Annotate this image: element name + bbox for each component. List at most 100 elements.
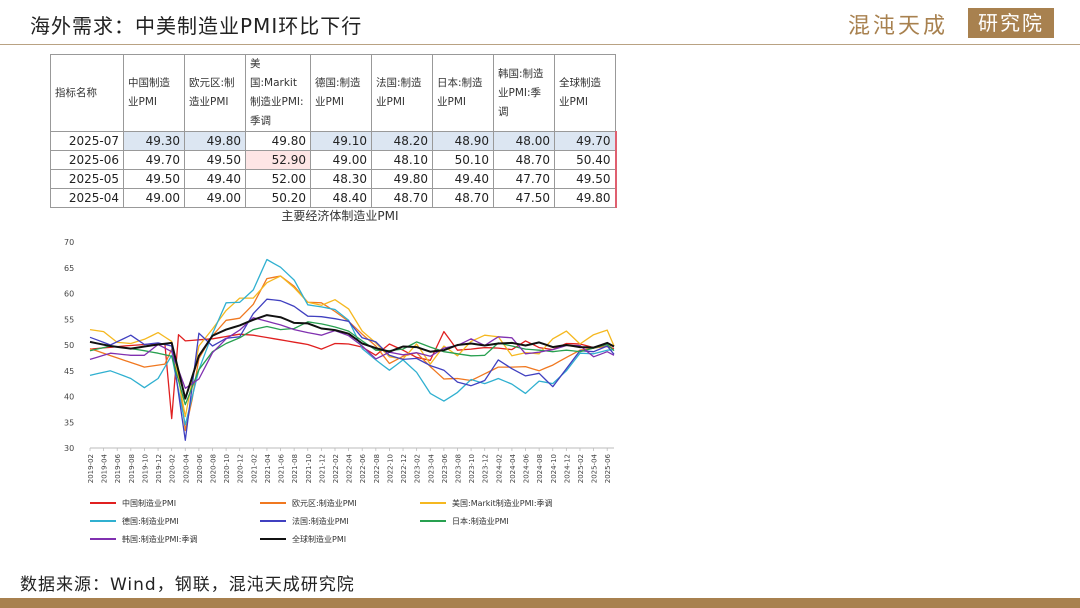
table-cell: 48.10: [371, 150, 433, 170]
legend-label: 德国:制造业PMI: [122, 516, 179, 526]
y-tick-label: 55: [64, 315, 74, 324]
x-tick-label: 2020-04: [182, 453, 190, 483]
footer-bar: [0, 598, 1080, 608]
table-header-row: 指标名称 中国制造业PMI 欧元区:制造业PMI 美国:Markit制造业PMI…: [50, 54, 616, 132]
legend-label: 中国制造业PMI: [122, 498, 176, 508]
table-header-cell: 美国:Markit制造业PMI:季调: [245, 54, 311, 132]
table-cell: 49.80: [371, 169, 433, 189]
x-tick-label: 2024-10: [550, 454, 558, 483]
table-header-cell: 日本:制造业PMI: [432, 54, 494, 132]
y-tick-label: 45: [64, 367, 74, 376]
table-cell: 47.50: [493, 188, 555, 208]
y-tick-label: 40: [64, 393, 74, 402]
table-cell: 49.50: [554, 169, 617, 189]
table-cell: 49.30: [123, 131, 185, 151]
x-tick-label: 2022-06: [359, 453, 367, 483]
table-cell: 48.90: [432, 131, 494, 151]
x-tick-label: 2019-02: [87, 454, 95, 483]
table-cell: 49.10: [310, 131, 372, 151]
x-tick-label: 2020-08: [209, 454, 217, 483]
table-row: 2025-06 49.70 49.50 52.90 49.00 48.10 50…: [50, 150, 617, 170]
x-tick-label: 2022-10: [386, 454, 394, 483]
y-tick-label: 30: [64, 444, 74, 453]
y-tick-label: 60: [64, 290, 74, 299]
table-header-cell: 德国:制造业PMI: [310, 54, 372, 132]
x-tick-label: 2021-02: [250, 454, 258, 483]
y-tick-label: 65: [64, 264, 74, 273]
table-cell: 49.80: [184, 131, 246, 151]
x-tick-label: 2020-10: [223, 454, 231, 483]
table-cell: 48.30: [310, 169, 372, 189]
table-header-cell: 中国制造业PMI: [123, 54, 185, 132]
table-cell: 50.20: [245, 188, 311, 208]
table-cell: 48.70: [371, 188, 433, 208]
table-cell: 49.70: [123, 150, 185, 170]
header-divider: [0, 44, 1080, 45]
table-cell: 2025-06: [50, 150, 124, 170]
y-tick-label: 50: [64, 341, 74, 350]
table-header-cell: 韩国:制造业PMI:季调: [493, 54, 555, 132]
table-header-cell: 指标名称: [50, 54, 124, 132]
table-cell: 52.90: [245, 150, 311, 170]
x-tick-label: 2021-12: [318, 454, 326, 483]
x-tick-label: 2019-08: [128, 454, 136, 483]
legend-label: 日本:制造业PMI: [452, 516, 509, 526]
x-tick-label: 2023-06: [441, 453, 449, 483]
pmi-table: 指标名称 中国制造业PMI 欧元区:制造业PMI 美国:Markit制造业PMI…: [50, 54, 617, 208]
table-cell: 2025-07: [50, 131, 124, 151]
table-cell: 49.80: [245, 131, 311, 151]
x-tick-label: 2019-12: [155, 454, 163, 483]
table-cell: 49.40: [432, 169, 494, 189]
x-tick-label: 2025-04: [591, 453, 599, 483]
x-tick-label: 2025-06: [604, 453, 612, 483]
table-cell: 48.40: [310, 188, 372, 208]
table-cell: 52.00: [245, 169, 311, 189]
chart-svg: 主要经济体制造业PMI 70 65 60 55 50 45 40 35 30 2019-02 20…: [64, 208, 615, 544]
x-tick-label: 2023-04: [427, 453, 435, 483]
table-cell: 47.70: [493, 169, 555, 189]
chart-title: 主要经济体制造业PMI: [281, 208, 398, 223]
x-tick-label: 2020-02: [169, 454, 177, 483]
y-tick-label: 70: [64, 238, 74, 247]
x-tick-label: 2021-08: [291, 454, 299, 483]
logo-text-part1: 混沌天成: [848, 14, 949, 39]
x-tick-label: 2022-08: [373, 454, 381, 483]
series-line: [89, 298, 615, 441]
table-cell: 49.00: [310, 150, 372, 170]
x-tick-label: 2021-10: [305, 454, 313, 483]
table-header-cell: 欧元区:制造业PMI: [184, 54, 246, 132]
x-tick-label: 2022-04: [346, 453, 354, 483]
x-tick-label: 2024-08: [536, 454, 544, 483]
page-title: 海外需求：中美制造业PMI环比下行: [30, 14, 363, 38]
x-tick-label: 2025-02: [577, 454, 585, 483]
legend-label: 欧元区:制造业PMI: [292, 498, 357, 508]
table-cell: 49.80: [554, 188, 617, 208]
x-tick-label: 2023-08: [454, 454, 462, 483]
x-tick-label: 2022-02: [332, 454, 340, 483]
table-cell: 49.50: [184, 150, 246, 170]
x-tick-label: 2019-06: [114, 453, 122, 483]
y-tick-label: 35: [64, 418, 74, 427]
x-tick-label: 2021-06: [278, 453, 286, 483]
data-source: 数据来源：Wind，钢联，混沌天成研究院: [20, 575, 355, 595]
x-tick-label: 2021-04: [264, 453, 272, 483]
table-row: 2025-04 49.00 49.00 50.20 48.40 48.70 48…: [50, 188, 617, 208]
table-header-cell: 法国:制造业PMI: [371, 54, 433, 132]
table-row: 2025-05 49.50 49.40 52.00 48.30 49.80 49…: [50, 169, 617, 189]
x-tick-label: 2024-04: [509, 453, 517, 483]
x-tick-label: 2020-12: [237, 454, 245, 483]
series-line: [89, 275, 615, 418]
x-tick-label: 2023-02: [414, 454, 422, 483]
x-tick-label: 2023-12: [482, 454, 490, 483]
x-tick-label: 2019-04: [101, 453, 109, 483]
table-cell: 49.70: [554, 131, 617, 151]
table-cell: 48.00: [493, 131, 555, 151]
table-cell: 50.10: [432, 150, 494, 170]
x-tick-label: 2024-06: [523, 453, 531, 483]
table-cell: 48.70: [493, 150, 555, 170]
legend-label: 法国:制造业PMI: [292, 516, 349, 526]
series-line: [89, 330, 615, 420]
table-cell: 50.40: [554, 150, 617, 170]
table-cell: 49.40: [184, 169, 246, 189]
series-line: [89, 314, 615, 400]
